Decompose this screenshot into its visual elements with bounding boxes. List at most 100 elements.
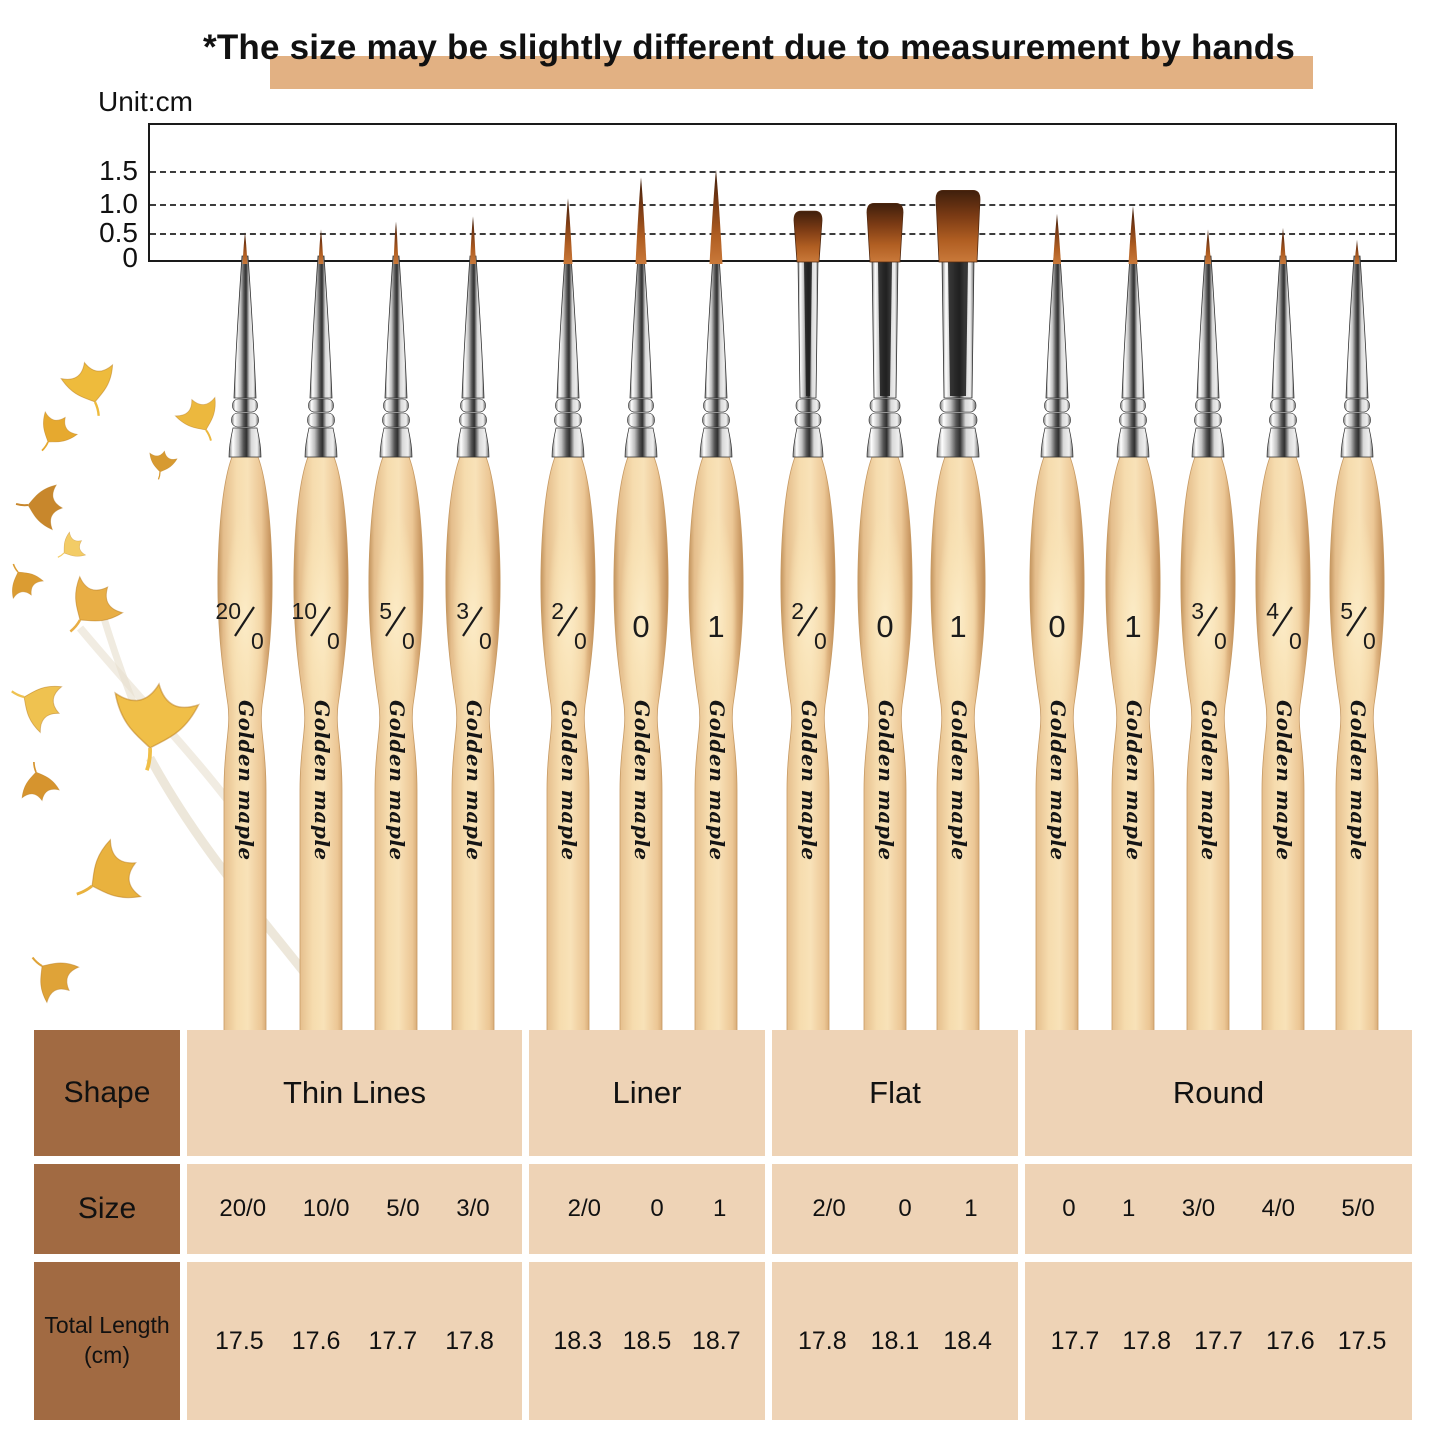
length-value: 18.1	[870, 1326, 920, 1355]
measurement-ruler	[148, 123, 1397, 262]
ginkgo-leaf	[114, 682, 200, 771]
length-value: 18.5	[622, 1326, 672, 1355]
svg-text:0: 0	[1289, 628, 1302, 654]
svg-text:4: 4	[1266, 598, 1279, 624]
svg-text:0: 0	[876, 609, 893, 644]
size-value: 3/0	[456, 1195, 490, 1222]
brush-round-5-0: 5 0 Golden maple	[1329, 239, 1385, 1037]
size-value: 0	[1062, 1195, 1076, 1222]
length-value: 17.7	[368, 1326, 418, 1355]
ruler-line-0-5	[150, 233, 1395, 235]
brush-flat-0: 0 Golden maple	[857, 203, 913, 1037]
svg-text:Golden maple: Golden maple	[234, 700, 258, 861]
ginkgo-leaf	[69, 575, 124, 633]
svg-text:Golden maple: Golden maple	[947, 700, 971, 861]
row-header: Size	[34, 1164, 180, 1254]
svg-text:0: 0	[479, 628, 492, 654]
length-value: 18.3	[553, 1326, 602, 1355]
size-cell: 2/0 0 1	[529, 1164, 765, 1254]
size-value: 2/0	[812, 1195, 846, 1222]
svg-text:0: 0	[814, 628, 827, 654]
brush-round-4-0: 4 0 Golden maple	[1255, 227, 1311, 1037]
ginkgo-leaf	[12, 563, 45, 600]
size-value: 5/0	[1341, 1195, 1375, 1222]
size-value: 2/0	[567, 1195, 602, 1222]
tick-1-5: 1.5	[99, 155, 138, 186]
length-value: 17.7	[1050, 1326, 1100, 1355]
brush-thin-20-0: 20 0 Golden maple	[215, 232, 273, 1037]
svg-text:Golden maple: Golden maple	[797, 700, 821, 861]
shape-cell: Round	[1025, 1030, 1412, 1156]
ginkgo-leaf	[174, 396, 216, 441]
svg-text:0: 0	[251, 628, 264, 654]
svg-text:Golden maple: Golden maple	[462, 700, 486, 861]
svg-text:Golden maple: Golden maple	[1272, 700, 1296, 861]
brush-flat-1: 1 Golden maple	[930, 190, 986, 1037]
svg-text:3: 3	[1191, 598, 1204, 624]
svg-text:5: 5	[379, 598, 392, 624]
shape-cell: Flat	[772, 1030, 1018, 1156]
size-cell: 20/0 10/0 5/0 3/0	[187, 1164, 522, 1254]
size-value: 5/0	[386, 1195, 420, 1222]
spec-table: Shape Thin Lines Liner Flat Round Size 20/0 10/…	[34, 1030, 1412, 1420]
size-value: 0	[898, 1195, 912, 1222]
size-value: 10/0	[302, 1195, 350, 1222]
length-value: 17.8	[797, 1326, 847, 1355]
ruler-line-1-5	[150, 171, 1395, 173]
svg-text:0: 0	[1048, 609, 1065, 644]
brush-liner-1: 1 Golden maple	[688, 169, 744, 1037]
svg-text:Golden maple: Golden maple	[874, 700, 898, 861]
svg-text:Golden maple: Golden maple	[1122, 700, 1146, 861]
svg-text:Golden maple: Golden maple	[1197, 700, 1221, 861]
svg-text:Golden maple: Golden maple	[1346, 700, 1370, 861]
svg-text:0: 0	[327, 628, 340, 654]
length-value: 17.6	[1265, 1326, 1315, 1355]
svg-text:3: 3	[456, 598, 469, 624]
size-cell: 2/0 0 1	[772, 1164, 1018, 1254]
size-value: 1	[1121, 1195, 1136, 1222]
length-value: 17.5	[1337, 1326, 1387, 1355]
shape-cell: Liner	[529, 1030, 765, 1156]
brush-thin-10-0: 10 0 Golden maple	[291, 229, 349, 1037]
tick-0: 0	[122, 242, 138, 273]
length-value: 18.7	[691, 1326, 741, 1355]
svg-text:1: 1	[949, 609, 966, 644]
size-value: 4/0	[1261, 1195, 1295, 1222]
row-header: Total Length (cm)	[34, 1262, 180, 1420]
brush-thin-5-0: 5 0 Golden maple	[368, 221, 424, 1037]
length-value: 17.8	[1122, 1326, 1172, 1355]
size-value: 1	[712, 1195, 727, 1222]
row-header: Shape	[34, 1030, 180, 1156]
svg-text:0: 0	[1214, 628, 1227, 654]
ginkgo-leaf	[31, 956, 80, 1004]
ginkgo-leaves	[11, 361, 334, 1008]
brush-round-3-0: 3 0 Golden maple	[1180, 229, 1236, 1037]
svg-text:0: 0	[632, 609, 649, 644]
svg-text:2: 2	[551, 598, 564, 624]
ginkgo-leaf	[15, 484, 64, 531]
length-cell: 18.3 18.5 18.7	[529, 1262, 765, 1420]
length-value: 17.8	[445, 1326, 494, 1355]
length-value: 17.6	[291, 1326, 341, 1355]
svg-text:1: 1	[1124, 609, 1141, 644]
svg-text:Golden maple: Golden maple	[557, 700, 581, 861]
svg-text:Golden maple: Golden maple	[385, 700, 409, 861]
brush-round-0: 0 Golden maple	[1029, 213, 1085, 1037]
ginkgo-leaf	[21, 762, 60, 802]
svg-text:0: 0	[574, 628, 587, 654]
svg-text:Golden maple: Golden maple	[310, 700, 334, 861]
svg-text:5: 5	[1340, 598, 1353, 624]
brush-flat-2-0: 2 0 Golden maple	[780, 210, 836, 1037]
page-title: *The size may be slightly different due …	[203, 28, 1296, 67]
ginkgo-leaf	[41, 410, 79, 452]
svg-text:0: 0	[402, 628, 415, 654]
length-value: 17.5	[215, 1326, 264, 1355]
svg-text:Golden maple: Golden maple	[705, 700, 729, 861]
svg-text:20: 20	[215, 598, 241, 624]
svg-text:1: 1	[707, 609, 724, 644]
size-value: 1	[964, 1195, 978, 1222]
svg-text:0: 0	[1363, 628, 1376, 654]
svg-text:Golden maple: Golden maple	[1046, 700, 1070, 861]
